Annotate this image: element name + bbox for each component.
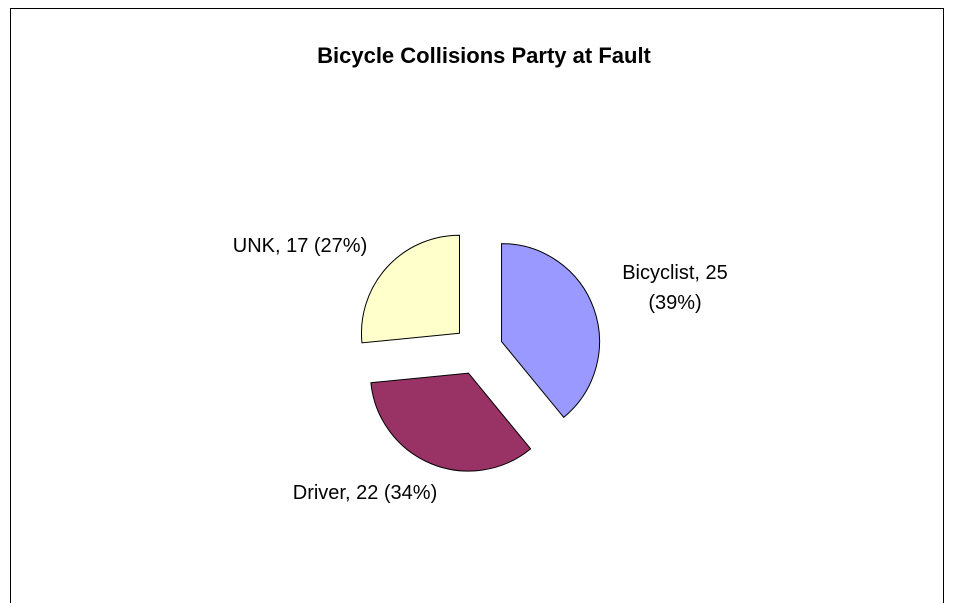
data-label: Driver, 22 (34%) — [292, 482, 438, 504]
pie-slice — [370, 372, 532, 472]
chart-title: Bicycle Collisions Party at Fault — [317, 43, 651, 68]
data-label: Bicyclist, 25 (39%) — [622, 262, 728, 314]
chart-frame — [10, 8, 944, 603]
pie-slice — [501, 243, 601, 419]
pie-slice — [360, 234, 460, 344]
data-label: UNK, 17 (27%) — [232, 235, 368, 257]
